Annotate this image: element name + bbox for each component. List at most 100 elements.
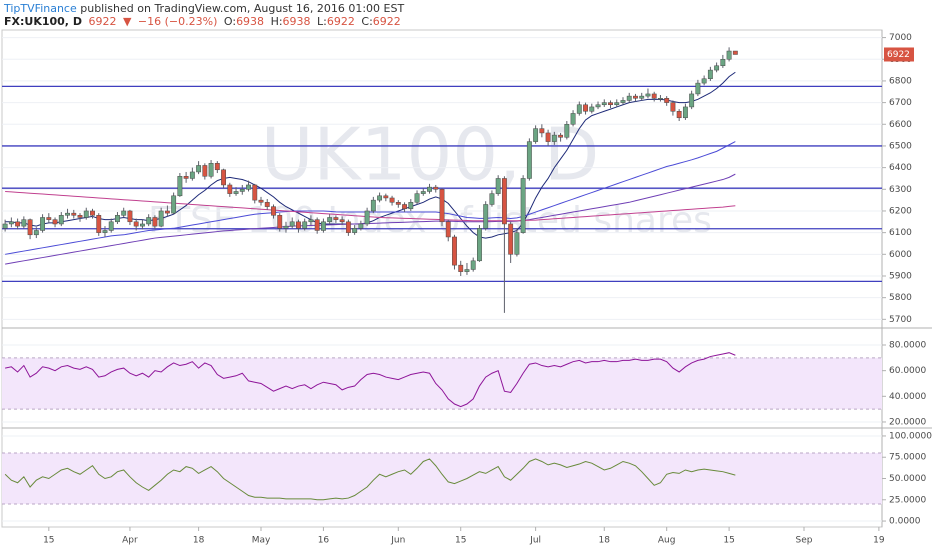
candle-body	[707, 69, 713, 80]
candle-body	[314, 219, 320, 231]
candle-body	[626, 95, 632, 101]
candle-body	[339, 219, 345, 223]
y-tick-label: 6700	[889, 98, 912, 108]
candle-body	[146, 217, 152, 225]
candle-body	[383, 195, 389, 199]
candle-body	[526, 141, 532, 179]
candle-body	[689, 93, 695, 108]
y-tick-label: 100.0000	[889, 431, 932, 441]
candle-body	[33, 230, 39, 236]
candle-body	[327, 217, 333, 223]
candle-body	[601, 102, 607, 106]
candle-body	[246, 184, 251, 190]
candle-body	[358, 223, 364, 229]
candle-body	[202, 165, 208, 177]
x-tick-label: 19	[873, 536, 885, 546]
y-tick-label: 40.0000	[889, 392, 926, 402]
candle-body	[271, 206, 276, 216]
candle-body	[720, 59, 726, 67]
candle-body	[639, 95, 645, 99]
moving-average	[5, 190, 736, 222]
price: 6922	[88, 15, 117, 28]
candle-body	[520, 178, 526, 233]
x-tick-label: Sep	[796, 536, 813, 546]
y-tick-label: 0.0000	[889, 517, 921, 527]
candle-body	[71, 212, 77, 216]
moving-average	[5, 141, 736, 255]
plot-border	[1, 29, 883, 528]
y-tick-label: 6600	[889, 120, 912, 130]
last-price-label: 6922	[887, 50, 910, 60]
candle-body	[264, 202, 270, 207]
candle-body	[439, 189, 445, 223]
candle-body	[233, 191, 239, 194]
candle-body	[414, 193, 420, 203]
published: published on TradingView.com, August 16,…	[80, 2, 405, 15]
candle-body	[177, 176, 183, 197]
candle-body	[308, 219, 314, 223]
x-tick-label: May	[252, 536, 271, 546]
close: 6922	[372, 15, 401, 28]
candle-body	[345, 221, 351, 233]
candle-body	[21, 219, 27, 227]
candle-body	[583, 104, 588, 112]
open-label: O:	[223, 15, 237, 28]
candle-body	[464, 269, 470, 272]
candle-body	[576, 104, 582, 114]
candle-body	[389, 197, 395, 203]
candle-body	[77, 215, 83, 218]
author[interactable]: TipTVFinance	[4, 2, 77, 15]
candle-body	[214, 163, 220, 171]
low-label: L:	[317, 15, 327, 28]
candle-body	[670, 102, 676, 112]
arrow: ▼	[122, 15, 132, 28]
candle-body	[570, 113, 576, 125]
candle-body	[614, 102, 620, 106]
y-tick-label: 25.0000	[889, 495, 926, 505]
candle-body	[183, 176, 189, 179]
candle-body	[258, 199, 264, 203]
low: 6922	[326, 15, 355, 28]
candle-body	[483, 204, 489, 229]
symbol: FX:UK100, D	[4, 15, 82, 28]
candle-body	[108, 221, 114, 231]
y-tick-label: 7000	[889, 33, 912, 43]
candle-body	[427, 186, 432, 192]
candle-body	[433, 186, 439, 190]
candle-body	[164, 210, 170, 214]
candle-body	[595, 104, 601, 108]
candle-body	[452, 236, 457, 266]
candle-body	[695, 82, 701, 95]
candle-body	[221, 169, 226, 186]
candle-body	[408, 202, 414, 210]
x-tick-label: Jun	[390, 536, 405, 546]
x-tick-label: 15	[43, 536, 54, 546]
candle-body	[651, 93, 657, 99]
candle-body	[302, 221, 308, 229]
candle-body	[58, 215, 64, 225]
candle-body	[395, 202, 401, 205]
candle-body	[65, 212, 70, 216]
candle-body	[352, 228, 358, 233]
candle-body	[676, 111, 682, 119]
candle-body	[470, 260, 476, 270]
y-tick-label: 50.0000	[889, 474, 926, 484]
candle-body	[277, 215, 283, 229]
y-tick-label: 5900	[889, 271, 912, 281]
candle-body	[489, 193, 495, 205]
indicator-line	[5, 352, 736, 408]
y-tick-label: 6400	[889, 163, 912, 173]
candle-body	[701, 78, 707, 84]
x-tick-label: Apr	[122, 536, 138, 546]
candle-body	[2, 223, 8, 229]
candle-body	[15, 221, 21, 227]
close-label: C:	[361, 15, 373, 28]
candle-body	[46, 217, 52, 220]
candle-body	[633, 95, 638, 99]
candle-body	[289, 221, 295, 227]
candle-body	[333, 217, 339, 220]
candle-body	[402, 204, 407, 210]
candle-body	[90, 210, 95, 216]
candle-body	[714, 65, 720, 71]
